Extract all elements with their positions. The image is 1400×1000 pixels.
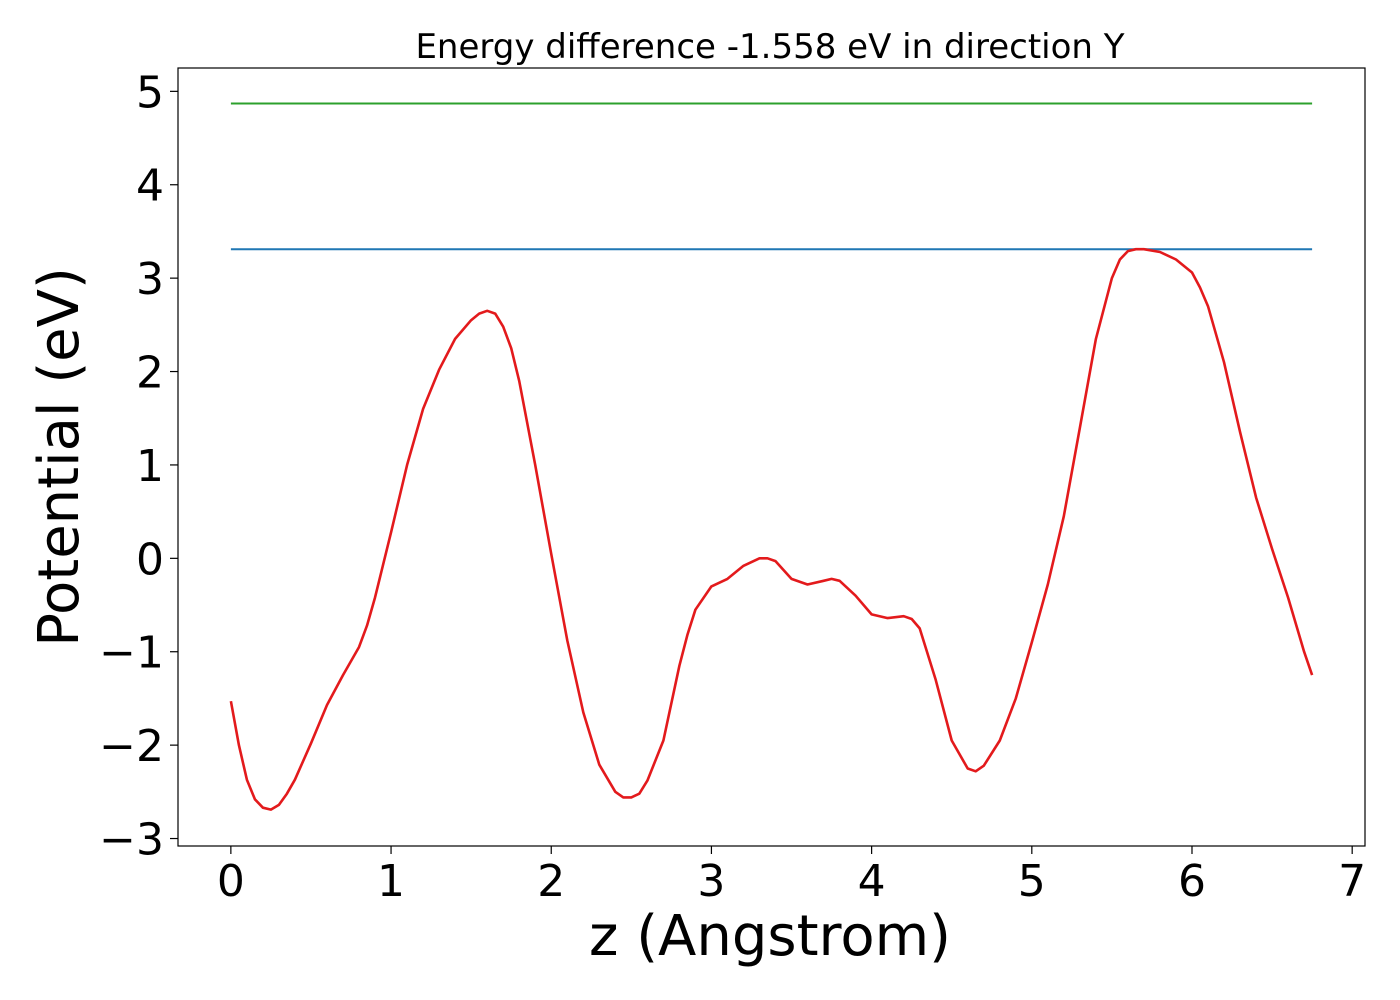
x-tick-label: 5 [1018, 856, 1046, 907]
y-tick-label: −3 [99, 815, 164, 866]
x-tick-label: 1 [377, 856, 405, 907]
y-tick-label: 2 [136, 348, 164, 399]
y-tick-label: −1 [99, 628, 164, 679]
y-tick-label: 5 [136, 67, 164, 118]
x-tick-label: 7 [1338, 856, 1366, 907]
x-tick-label: 4 [858, 856, 886, 907]
x-tick-label: 6 [1178, 856, 1206, 907]
y-axis-ticks: −3 −2 −1 0 1 2 3 4 5 [99, 67, 178, 866]
series-line-2 [229, 247, 1314, 811]
chart-title: Energy difference -1.558 eV in direction… [415, 27, 1124, 67]
y-tick-label: 0 [136, 534, 164, 585]
y-tick-label: −2 [99, 721, 164, 772]
plot-frame [177, 67, 1366, 847]
y-tick-label: 4 [136, 161, 164, 212]
x-axis-label: z (Angstrom) [589, 904, 951, 969]
plot-lines [229, 102, 1314, 811]
x-tick-label: 0 [217, 856, 245, 907]
x-tick-label: 3 [697, 856, 725, 907]
y-axis-label: Potential (eV) [27, 267, 92, 647]
x-tick-label: 2 [537, 856, 565, 907]
y-tick-label: 1 [136, 441, 164, 492]
x-axis-ticks: 0 1 2 3 4 5 6 7 [217, 846, 1366, 907]
y-tick-label: 3 [136, 254, 164, 305]
